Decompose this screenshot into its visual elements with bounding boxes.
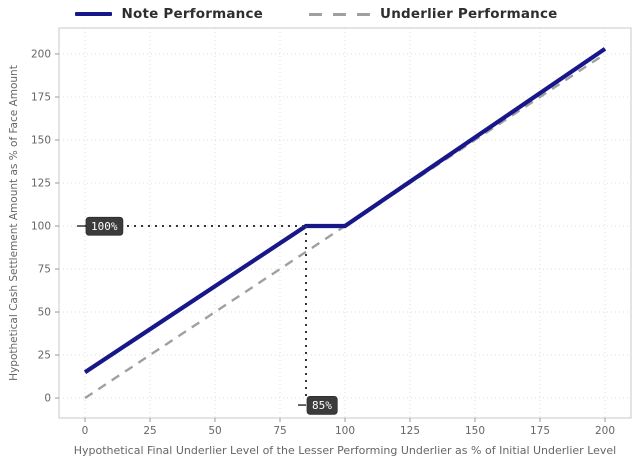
x-axis-title: Hypothetical Final Underlier Level of th…: [73, 444, 617, 457]
y-tick-label: 75: [38, 264, 51, 276]
y-tick-label: 175: [31, 92, 51, 104]
y-tick-label: 200: [31, 49, 51, 61]
y-tick-label: 25: [38, 350, 51, 362]
x-tick-label: 25: [143, 425, 156, 437]
note-performance-line: [83, 47, 607, 374]
annotation-box-85: [306, 395, 338, 415]
y-tick-label: 50: [38, 307, 51, 319]
note-line-swatch-icon: [75, 12, 113, 16]
x-tick-label: 100: [335, 425, 355, 437]
x-tick-label: 0: [82, 425, 89, 437]
underlier-line-swatch-icon: [309, 12, 372, 16]
annotation-box-100: [85, 216, 124, 236]
annotation-label-100: 100%: [91, 220, 118, 233]
y-tick-label: 100: [31, 221, 51, 233]
x-tick-label: 175: [530, 425, 550, 437]
legend-item-underlier-performance: Underlier Performance: [309, 6, 557, 22]
y-tick-label: 150: [31, 135, 51, 147]
y-tick-label: 0: [44, 393, 51, 405]
x-tick-label: 150: [465, 425, 485, 437]
y-tick-label: 125: [31, 178, 51, 190]
x-tick-label: 200: [595, 425, 615, 437]
chart-legend: Note Performance Underlier Performance: [0, 6, 633, 22]
x-tick-label: 50: [208, 425, 221, 437]
x-tick-label: 75: [273, 425, 286, 437]
annotation-label-85: 85%: [312, 399, 332, 412]
legend-item-note-performance: Note Performance: [75, 6, 263, 22]
x-tick-label: 125: [400, 425, 420, 437]
legend-label-underlier-performance: Underlier Performance: [380, 6, 558, 22]
legend-label-note-performance: Note Performance: [121, 6, 264, 22]
